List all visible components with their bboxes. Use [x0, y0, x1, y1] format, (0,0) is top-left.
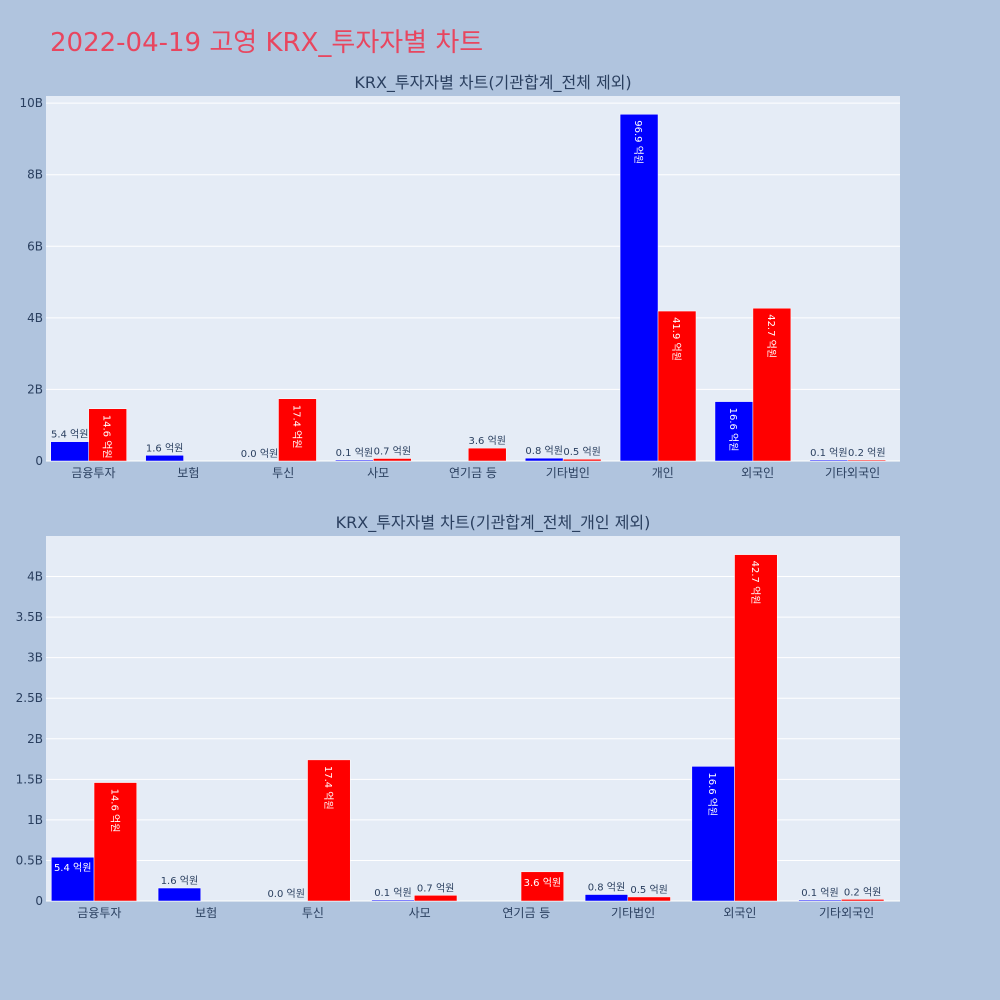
data-label: 0.1 억원 [374, 887, 411, 899]
data-label: 0.0 억원 [267, 888, 304, 900]
bar-blue [50, 441, 89, 462]
bar-blue [145, 455, 184, 462]
bar-red [847, 459, 887, 462]
data-label: 0.1 억원 [336, 447, 373, 459]
bar-red [373, 458, 412, 462]
x-tick-label: 사모 [409, 906, 431, 920]
chart-title: KRX_투자자별 차트(기관합계_전체_개인 제외) [336, 513, 651, 533]
x-tick-label: 기타법인 [611, 906, 655, 920]
x-tick-label: 개인 [652, 466, 674, 480]
bar-red [752, 307, 792, 462]
data-label: 17.4 억원 [290, 405, 302, 449]
x-tick-label: 기타외국인 [825, 466, 880, 480]
x-tick-label: 외국인 [741, 466, 774, 480]
x-tick-label: 투신 [272, 466, 294, 480]
data-label: 16.6 억원 [706, 772, 718, 816]
data-label: 16.6 억원 [727, 408, 739, 452]
chart-excluding-individual: KRX_투자자별 차트(기관합계_전체_개인 제외) 0 0.5B 1B 1.5B 2B 2… [16, 513, 900, 920]
data-label: 0.7 억원 [374, 445, 411, 457]
data-label: 0.1 억원 [801, 887, 838, 899]
x-tick-label: 기타외국인 [819, 906, 874, 920]
y-tick-label: 3.5B [16, 610, 43, 624]
data-label: 0.5 억원 [630, 884, 667, 896]
x-tick-label: 보험 [195, 906, 217, 920]
y-tick-label: 2B [27, 382, 43, 396]
data-label: 1.6 억원 [146, 442, 183, 454]
bar-blue [714, 401, 754, 462]
bar-red [93, 782, 137, 902]
data-label: 42.7 억원 [765, 314, 777, 358]
y-tick-label: 4B [27, 311, 43, 325]
data-label: 3.6 억원 [524, 877, 561, 889]
y-tick-label: 3B [27, 651, 43, 665]
bar-red [520, 871, 564, 902]
bar-red [88, 408, 127, 462]
bar-blue [51, 856, 95, 902]
chart-title: KRX_투자자별 차트(기관합계_전체 제외) [354, 73, 631, 93]
bar-blue [798, 899, 842, 902]
y-tick-label: 6B [27, 239, 43, 253]
x-tick-label: 외국인 [723, 906, 756, 920]
bar-red [468, 447, 507, 462]
x-tick-label: 보험 [177, 466, 199, 480]
data-label: 17.4 억원 [322, 766, 334, 810]
x-tick-label: 사모 [367, 466, 389, 480]
bar-blue [691, 766, 735, 902]
data-label: 0.2 억원 [848, 447, 885, 459]
y-tick-label: 0 [35, 894, 43, 908]
bar-blue [809, 459, 849, 462]
x-tick-label: 금융투자 [77, 906, 121, 920]
x-tick-label: 기타법인 [546, 466, 590, 480]
data-label: 5.4 억원 [51, 429, 88, 441]
data-label: 14.6 억원 [101, 415, 113, 459]
y-tick-label: 0.5B [16, 853, 43, 867]
x-tick-label: 연기금 등 [449, 466, 497, 480]
x-tick-label: 금융투자 [71, 466, 115, 480]
data-label: 1.6 억원 [161, 875, 198, 887]
x-tick-label: 투신 [302, 906, 324, 920]
page-title: 2022-04-19 고영 KRX_투자자별 차트 [50, 28, 484, 58]
bar-blue [335, 459, 374, 462]
bar-red [562, 458, 602, 462]
data-label: 0.1 억원 [810, 447, 847, 459]
data-label: 0.0 억원 [241, 448, 278, 460]
bar-red [278, 398, 317, 462]
y-tick-label: 1B [27, 813, 43, 827]
bar-red [734, 554, 778, 902]
bar-red [414, 895, 458, 902]
y-tick-label: 8B [27, 168, 43, 182]
data-label: 0.5 억원 [563, 446, 600, 458]
bar-blue [584, 894, 629, 902]
data-label: 5.4 억원 [54, 862, 91, 874]
bar-red [841, 899, 885, 902]
y-tick-label: 2B [27, 732, 43, 746]
bar-blue [157, 887, 202, 902]
chart-all-investors: KRX_투자자별 차트(기관합계_전체 제외) 0 2B 4B 6B 8B 10B 금융투자 5… [19, 73, 900, 480]
bar-blue [619, 114, 659, 462]
data-label: 96.9 억원 [632, 120, 644, 164]
bar-red [627, 896, 671, 902]
y-tick-label: 0 [35, 454, 43, 468]
data-label: 14.6 억원 [108, 789, 120, 833]
data-label: 0.8 억원 [525, 445, 562, 457]
data-label: 0.2 억원 [844, 886, 881, 898]
x-tick-label: 연기금 등 [502, 906, 550, 920]
bar-blue [371, 899, 415, 902]
data-label: 0.7 억원 [417, 882, 454, 894]
y-tick-label: 10B [19, 96, 43, 110]
bar-blue [524, 457, 564, 462]
bar-red [657, 310, 697, 462]
data-label: 42.7 억원 [749, 561, 761, 605]
data-label: 3.6 억원 [468, 435, 505, 447]
y-tick-label: 2.5B [16, 691, 43, 705]
y-tick-label: 1.5B [16, 772, 43, 786]
bar-red [307, 759, 351, 902]
data-label: 41.9 억원 [670, 317, 682, 361]
y-tick-label: 4B [27, 570, 43, 584]
data-label: 0.8 억원 [588, 882, 625, 894]
